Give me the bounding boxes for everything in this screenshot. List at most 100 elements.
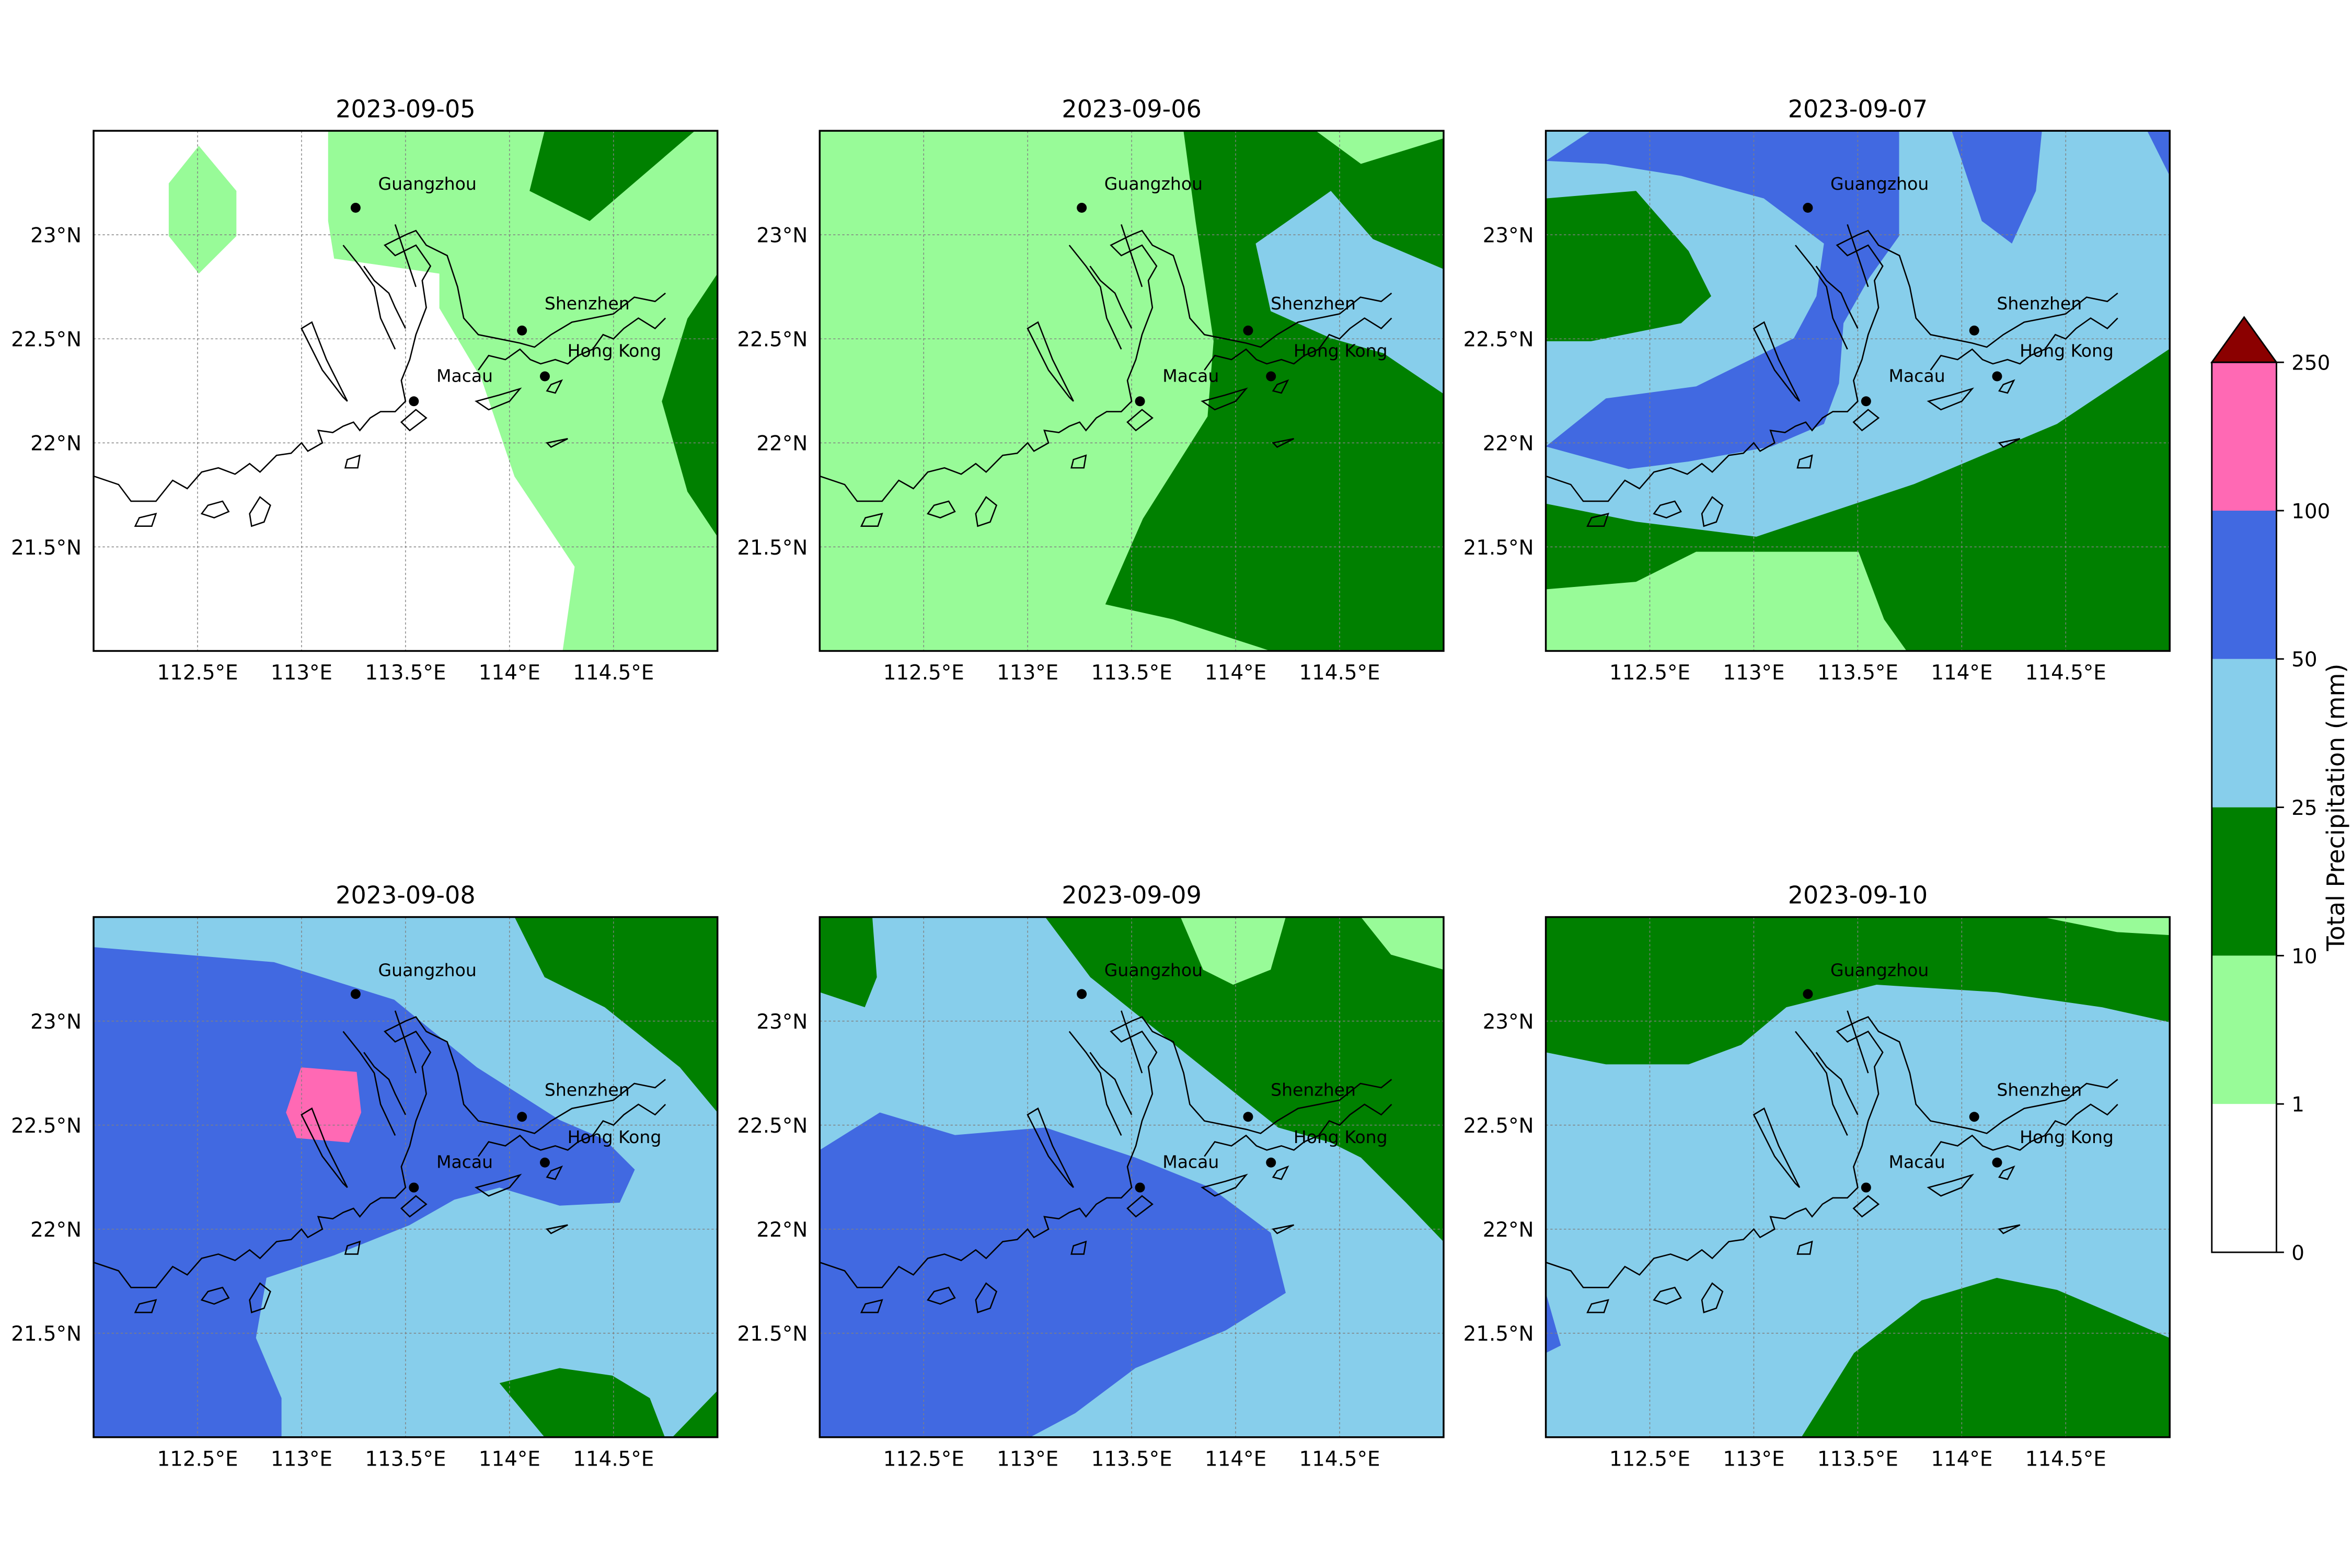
x-tick-label: 113.5°E [1091, 1447, 1172, 1471]
city-marker [1969, 1112, 1979, 1122]
y-tick-label: 22.5°N [11, 328, 82, 352]
city-marker [517, 1112, 527, 1122]
city-label: Guangzhou [378, 960, 477, 980]
map-frame [818, 130, 1445, 652]
colorbar-label: Total Precipitation (mm) [2322, 664, 2350, 952]
city-marker [1077, 203, 1087, 213]
map-panel-2023-09-09: 2023-09-09 Guangzhou Shenzhen Hong Kong Maca… [737, 881, 1445, 1471]
precip-region [499, 1368, 665, 1437]
map-panel-2023-09-06: 2023-09-06 Guangzhou Shenzhen Hong Kong Maca… [737, 95, 1445, 685]
x-tick-label: 113°E [1723, 661, 1784, 685]
city-marker [1861, 396, 1871, 407]
precip-region [1546, 1293, 1561, 1353]
city-label: Hong Kong [1294, 1127, 1388, 1147]
precip-region [662, 273, 718, 537]
city-label: Guangzhou [1104, 960, 1203, 980]
city-marker [1969, 325, 1979, 336]
precip-region [1546, 191, 1711, 341]
precip-region [1952, 131, 2042, 244]
x-tick-label: 113°E [1723, 1447, 1784, 1471]
colorbar-tick-label: 50 [2291, 648, 2317, 672]
coastline [820, 224, 1392, 527]
x-tick-label: 113.5°E [365, 1447, 446, 1471]
y-tick-label: 22°N [30, 1218, 82, 1242]
colorbar-segment [2211, 510, 2277, 659]
colorbar-tick-label: 10 [2291, 945, 2317, 969]
map-frame [93, 130, 719, 652]
city-label: Macau [436, 365, 493, 386]
city-label: Hong Kong [2020, 341, 2114, 361]
coastline [94, 224, 666, 527]
city-marker [1243, 1112, 1253, 1122]
x-tick-label: 113°E [997, 1447, 1058, 1471]
y-tick-label: 22.5°N [737, 328, 808, 352]
city-marker [539, 1157, 550, 1168]
x-tick-label: 112.5°E [1609, 1447, 1690, 1471]
city-marker [539, 371, 550, 382]
city-label: Hong Kong [568, 1127, 662, 1147]
y-tick-label: 22°N [1483, 1218, 1534, 1242]
map-panel-2023-09-05: 2023-09-05 Guangzhou Shenzhen Hong Kong Maca… [11, 95, 719, 685]
colorbar-segment [2211, 362, 2277, 511]
y-tick-label: 23°N [756, 224, 808, 248]
y-tick-label: 22°N [756, 1218, 808, 1242]
precip-region [1546, 551, 1907, 651]
colorbar-segment [2211, 955, 2277, 1104]
precip-region [1045, 917, 1444, 1242]
y-tick-label: 23°N [1483, 1010, 1534, 1034]
y-tick-label: 23°N [756, 1010, 808, 1034]
city-marker [1861, 1182, 1871, 1193]
city-label: Macau [1162, 365, 1219, 386]
city-label: Hong Kong [1294, 341, 1388, 361]
city-marker [517, 325, 527, 336]
x-tick-label: 114.5°E [2025, 1447, 2106, 1471]
panel-title: 2023-09-05 [336, 95, 475, 123]
x-tick-label: 114.5°E [573, 1447, 654, 1471]
map-frame [1544, 916, 2171, 1438]
panel-title: 2023-09-07 [1788, 95, 1928, 123]
precip-region [529, 131, 695, 221]
x-tick-label: 113.5°E [1817, 661, 1898, 685]
x-tick-label: 112.5°E [157, 661, 238, 685]
map-frame [1544, 130, 2171, 652]
coastline [94, 1010, 666, 1313]
gridlines [820, 131, 1444, 651]
city-marker [1077, 989, 1087, 999]
gridlines [94, 917, 718, 1437]
precip-region [820, 1112, 1286, 1437]
precip-region [1546, 131, 1899, 469]
x-tick-label: 113°E [997, 661, 1058, 685]
y-tick-label: 22.5°N [737, 1114, 808, 1138]
precip-region [1361, 917, 1444, 970]
x-tick-label: 114°E [1205, 661, 1266, 685]
city-label: Macau [1888, 1152, 1945, 1172]
city-marker [1135, 1182, 1145, 1193]
y-tick-label: 23°N [30, 224, 82, 248]
city-label: Macau [436, 1152, 493, 1172]
city-marker [1135, 396, 1145, 407]
city-label: Guangzhou [1830, 960, 1929, 980]
city-marker [409, 396, 419, 407]
city-marker [350, 203, 361, 213]
city-marker [1243, 325, 1253, 336]
map-frame [818, 916, 1445, 1438]
x-tick-label: 114°E [1205, 1447, 1266, 1471]
y-tick-label: 22°N [756, 432, 808, 456]
x-tick-label: 112.5°E [157, 1447, 238, 1471]
x-tick-label: 114.5°E [2025, 661, 2106, 685]
city-label: Guangzhou [1104, 174, 1203, 194]
panel-title: 2023-09-09 [1062, 881, 1201, 909]
x-tick-label: 114°E [1931, 1447, 1992, 1471]
y-tick-label: 22°N [1483, 432, 1534, 456]
city-label: Shenzhen [1997, 293, 2082, 314]
colorbar: 0 1 10 25 50 100 250 Total Precipitation (mm) [2210, 316, 2350, 1265]
colorbar-extend-arrow [2210, 316, 2278, 363]
y-tick-label: 23°N [1483, 224, 1534, 248]
city-marker [1266, 371, 1276, 382]
x-tick-label: 112.5°E [1609, 661, 1690, 685]
y-tick-label: 22°N [30, 432, 82, 456]
y-tick-label: 21.5°N [1463, 536, 1534, 560]
y-tick-label: 21.5°N [1463, 1322, 1534, 1346]
